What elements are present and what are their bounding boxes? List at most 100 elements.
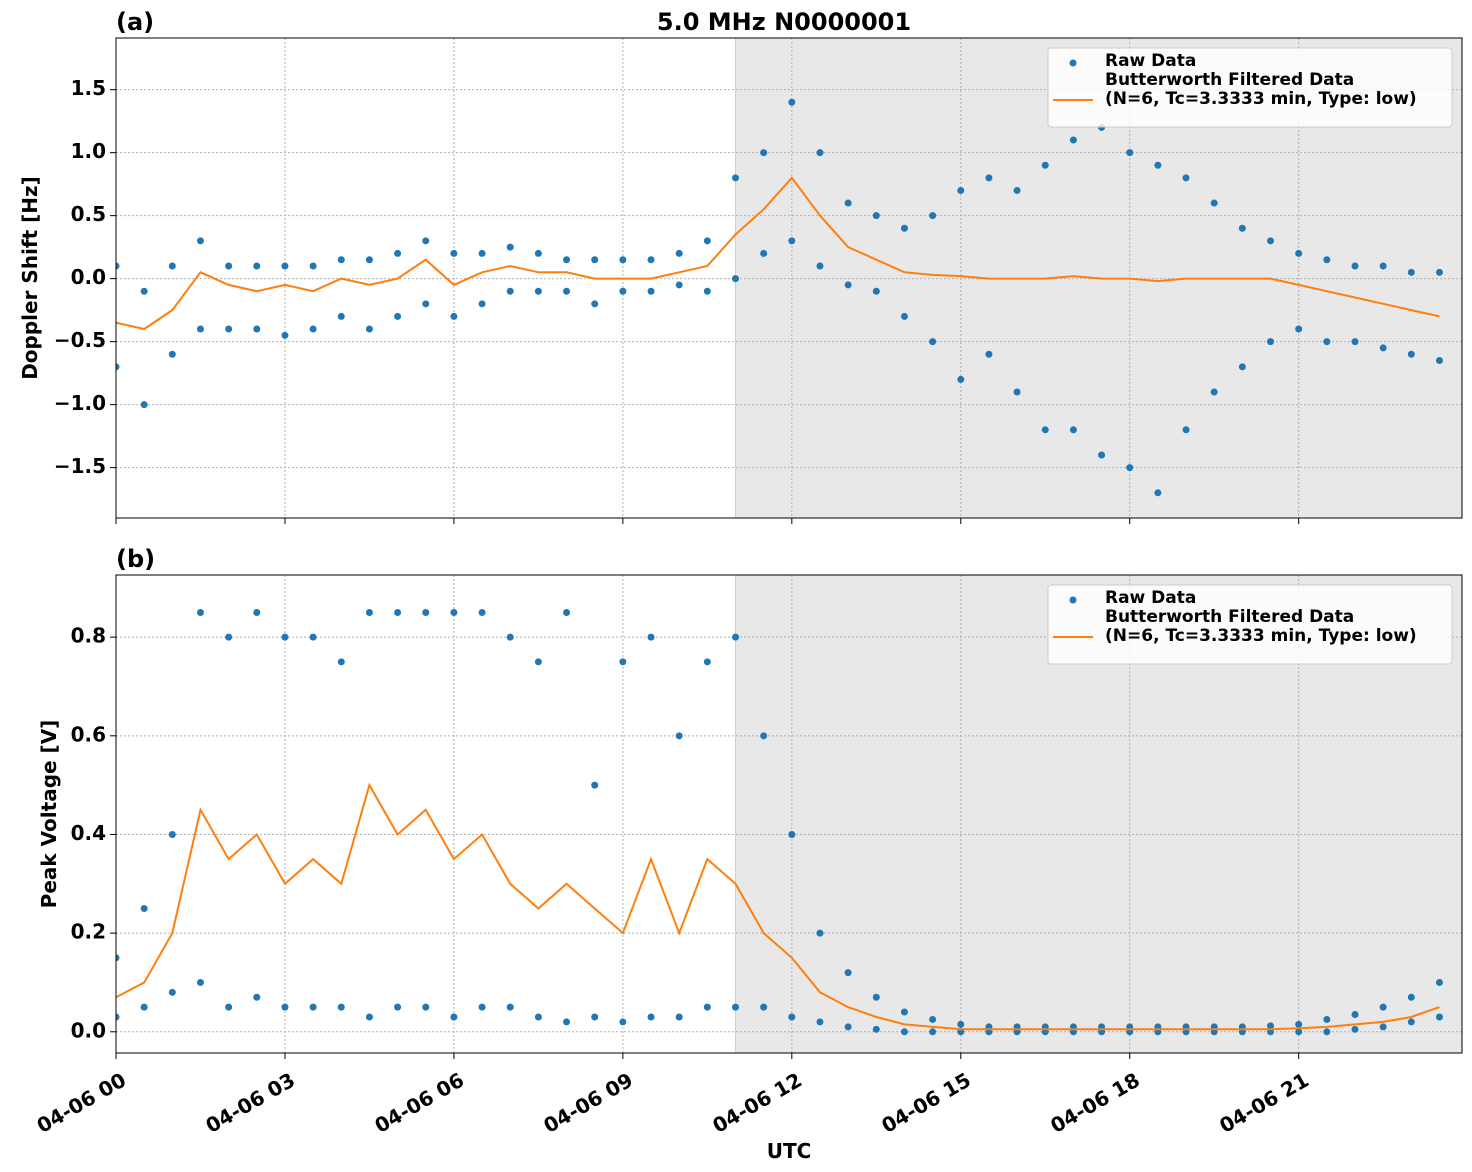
raw-point — [1351, 1011, 1359, 1019]
raw-point — [1295, 249, 1303, 257]
raw-point — [675, 1013, 683, 1021]
raw-point — [929, 212, 937, 220]
raw-point — [731, 275, 739, 283]
y-tick-label: 0.5 — [71, 202, 106, 226]
raw-point — [591, 300, 599, 308]
raw-point — [225, 262, 233, 270]
raw-point — [647, 287, 655, 295]
y-tick-label: −1.5 — [54, 454, 106, 478]
raw-point — [788, 98, 796, 106]
raw-point — [1069, 136, 1077, 144]
raw-point — [196, 978, 204, 986]
raw-point — [1267, 1022, 1275, 1030]
raw-point — [365, 608, 373, 616]
y-tick-label: −1.0 — [54, 391, 106, 415]
raw-point — [534, 658, 542, 666]
raw-point — [1154, 161, 1162, 169]
raw-point — [703, 1003, 711, 1011]
raw-point — [731, 1003, 739, 1011]
raw-point — [563, 287, 571, 295]
raw-point — [1435, 978, 1443, 986]
raw-point — [450, 312, 458, 320]
raw-point — [1379, 262, 1387, 270]
raw-point — [844, 969, 852, 977]
filtered-line — [116, 782, 1440, 1031]
y-tick-label: 0.2 — [71, 920, 106, 944]
raw-point — [1323, 256, 1331, 264]
raw-point — [168, 830, 176, 838]
raw-point — [168, 350, 176, 358]
raw-point — [140, 904, 148, 912]
legend-entry: Butterworth Filtered Data (N=6, Tc=3.333… — [1105, 71, 1417, 109]
raw-point — [872, 212, 880, 220]
raw-point — [281, 633, 289, 641]
raw-point — [929, 1028, 937, 1036]
raw-point — [788, 237, 796, 245]
legend-label: Raw Data — [1105, 589, 1197, 608]
raw-point — [957, 375, 965, 383]
raw-point — [478, 249, 486, 257]
y-tick-label: 1.5 — [71, 76, 106, 100]
raw-point — [591, 1013, 599, 1021]
raw-point — [394, 1003, 402, 1011]
raw-point — [394, 608, 402, 616]
raw-point — [394, 249, 402, 257]
y-tick-label: 0.0 — [71, 265, 106, 289]
raw-point — [591, 256, 599, 264]
axes-frame — [115, 37, 1463, 519]
raw-point — [760, 249, 768, 257]
raw-point — [844, 281, 852, 289]
y-tick-label: 0.6 — [71, 722, 106, 746]
raw-point — [225, 1003, 233, 1011]
x-tick-label: 04-06 21 — [1215, 1068, 1313, 1138]
raw-point — [1407, 350, 1415, 358]
raw-point — [337, 312, 345, 320]
raw-point — [619, 256, 627, 264]
raw-point — [872, 287, 880, 295]
raw-point — [281, 1003, 289, 1011]
raw-point — [1267, 338, 1275, 346]
raw-point — [1267, 237, 1275, 245]
raw-point — [337, 658, 345, 666]
legend-box — [1047, 584, 1453, 665]
raw-point — [760, 732, 768, 740]
x-tick-label: 04-06 18 — [1046, 1068, 1144, 1138]
raw-point — [1351, 338, 1359, 346]
raw-point — [675, 249, 683, 257]
raw-point — [1407, 268, 1415, 276]
chart-title: 5.0 MHz N0000001 — [657, 8, 911, 36]
raw-point — [394, 312, 402, 320]
axes-frame — [115, 574, 1463, 1054]
plot-area — [116, 98, 1443, 497]
x-tick-label: 04-06 09 — [539, 1068, 637, 1138]
raw-point — [506, 1003, 514, 1011]
raw-point — [253, 993, 261, 1001]
legend-marker — [1069, 596, 1077, 604]
raw-point — [422, 237, 430, 245]
raw-point — [140, 1003, 148, 1011]
raw-point — [900, 224, 908, 232]
y-tick-label: 1.0 — [71, 139, 106, 163]
raw-point — [196, 237, 204, 245]
raw-point — [253, 608, 261, 616]
raw-point — [647, 633, 655, 641]
raw-point — [506, 633, 514, 641]
raw-point — [116, 262, 120, 270]
raw-point — [337, 256, 345, 264]
raw-point — [309, 633, 317, 641]
raw-point — [1041, 161, 1049, 169]
raw-point — [1295, 325, 1303, 333]
raw-point — [1379, 1023, 1387, 1031]
raw-point — [816, 262, 824, 270]
raw-point — [422, 1003, 430, 1011]
legend-label: Butterworth Filtered Data (N=6, Tc=3.333… — [1105, 71, 1417, 109]
raw-point — [365, 325, 373, 333]
legend-entry: Raw Data — [1105, 52, 1196, 71]
raw-point — [900, 1008, 908, 1016]
raw-point — [450, 1013, 458, 1021]
raw-point — [253, 262, 261, 270]
raw-point — [534, 1013, 542, 1021]
raw-point — [1238, 363, 1246, 371]
raw-point — [844, 199, 852, 207]
